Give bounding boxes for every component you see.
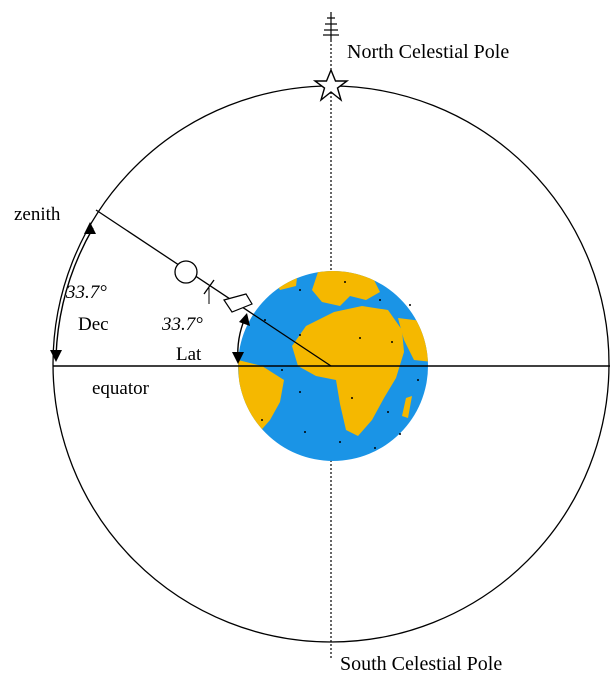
- pole-arrow-icon: [323, 12, 339, 40]
- dec-angle-arc: [55, 227, 94, 357]
- lat-label: Lat: [176, 344, 202, 365]
- north-pole-label: North Celestial Pole: [347, 41, 509, 63]
- observer-icon: [174, 260, 215, 304]
- dec-label: Dec: [78, 314, 109, 335]
- zenith-line: [95, 209, 332, 367]
- equator-label: equator: [92, 378, 150, 399]
- dec-arrow-bottom: [50, 350, 62, 362]
- dec-angle-value: 33.7°: [65, 282, 107, 303]
- telescope-icon: [223, 293, 253, 313]
- lat-arrow-top: [239, 313, 250, 326]
- south-pole-label: South Celestial Pole: [340, 653, 502, 675]
- lat-angle-value: 33.7°: [161, 314, 203, 335]
- zenith-label: zenith: [14, 204, 61, 225]
- dec-arrow-top: [84, 222, 96, 234]
- lat-arrow-bottom: [232, 352, 244, 364]
- earth-globe: [238, 271, 428, 461]
- star-icon: [312, 68, 350, 102]
